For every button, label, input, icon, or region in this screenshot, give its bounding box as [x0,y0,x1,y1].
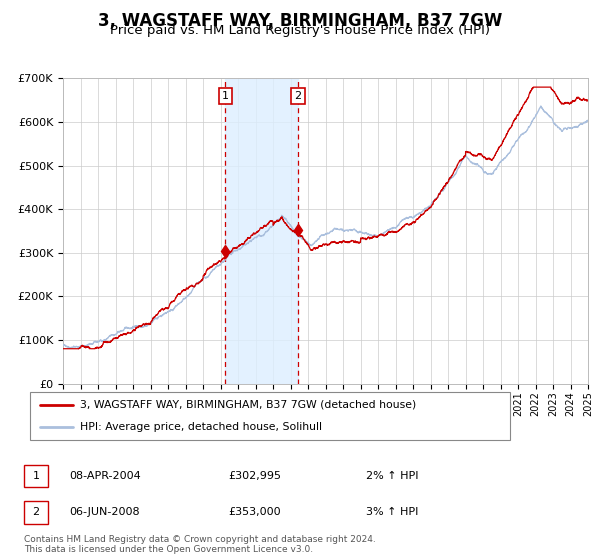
Text: 2% ↑ HPI: 2% ↑ HPI [366,471,419,481]
Text: 2: 2 [295,91,302,101]
Text: £353,000: £353,000 [228,507,281,517]
Bar [225,78,298,384]
Text: Contains HM Land Registry data © Crown copyright and database right 2024.
This d: Contains HM Land Registry data © Crown c… [24,535,376,554]
Text: 06-JUN-2008: 06-JUN-2008 [69,507,140,517]
Text: 1: 1 [32,471,40,481]
Text: 3% ↑ HPI: 3% ↑ HPI [366,507,418,517]
Text: 3, WAGSTAFF WAY, BIRMINGHAM, B37 7GW (detached house): 3, WAGSTAFF WAY, BIRMINGHAM, B37 7GW (de… [80,400,416,410]
Text: 08-APR-2004: 08-APR-2004 [69,471,141,481]
Text: 2: 2 [32,507,40,517]
Text: Price paid vs. HM Land Registry's House Price Index (HPI): Price paid vs. HM Land Registry's House … [110,24,490,36]
Text: 3, WAGSTAFF WAY, BIRMINGHAM, B37 7GW: 3, WAGSTAFF WAY, BIRMINGHAM, B37 7GW [98,12,502,30]
Text: HPI: Average price, detached house, Solihull: HPI: Average price, detached house, Soli… [80,422,322,432]
Text: 1: 1 [222,91,229,101]
Text: £302,995: £302,995 [228,471,281,481]
